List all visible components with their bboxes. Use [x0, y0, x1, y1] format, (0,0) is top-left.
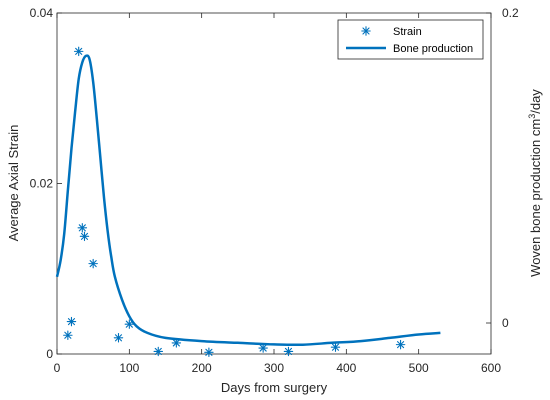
asterisk-stroke [78, 224, 86, 232]
asterisk-stroke [64, 331, 72, 339]
asterisk-stroke [114, 334, 123, 342]
strain-point [77, 223, 88, 233]
legend-box [337, 19, 484, 60]
strain-point [63, 330, 73, 340]
asterisk-stroke [125, 320, 133, 328]
strain-point [73, 46, 84, 57]
strain-point [204, 347, 214, 358]
left-y-tick-label: 0 [46, 347, 53, 361]
asterisk-stroke [331, 343, 340, 351]
strain-point [88, 258, 98, 269]
asterisk-stroke [67, 318, 76, 326]
series-strain-points [63, 46, 406, 358]
legend-label-strain: Strain [393, 26, 422, 38]
asterisk-stroke [89, 260, 97, 268]
strain-point [258, 343, 268, 353]
asterisk-stroke [80, 232, 89, 240]
legend-asterisk [361, 26, 371, 36]
legend: Strain Bone production [337, 19, 484, 60]
legend-label-bone-production: Bone production [393, 43, 473, 55]
x-tick-label: 400 [336, 361, 356, 375]
asterisk-stroke [205, 348, 213, 356]
strain-point [283, 346, 294, 357]
left-y-tick-label: 0.02 [30, 177, 54, 191]
plot-area [56, 12, 492, 355]
legend-marker-strain [361, 26, 371, 36]
x-tick-label: 200 [192, 361, 212, 375]
x-tick-label: 0 [54, 361, 61, 375]
x-axis-ticks: 0 100 200 300 400 500 600 [54, 13, 501, 375]
x-tick-label: 300 [264, 361, 284, 375]
asterisk-stroke [172, 339, 180, 347]
strain-point [171, 338, 182, 348]
asterisk-stroke [397, 341, 405, 349]
strain-point [330, 342, 341, 352]
right-y-axis-label: Woven bone production cm3/day [527, 89, 543, 277]
x-tick-label: 500 [409, 361, 429, 375]
strain-point [113, 333, 124, 343]
x-tick-label: 100 [119, 361, 139, 375]
right-y-tick-label: 0.2 [502, 6, 519, 20]
x-tick-label: 600 [481, 361, 501, 375]
asterisk-stroke [362, 27, 370, 35]
asterisk-stroke [284, 347, 293, 356]
strain-point [395, 339, 406, 350]
strain-point [124, 319, 135, 329]
strain-point [153, 346, 164, 357]
x-axis-label: Days from surgery [221, 380, 328, 395]
left-y-axis-label: Average Axial Strain [6, 125, 21, 242]
asterisk-stroke [154, 347, 162, 356]
left-y-axis-ticks: 0 0.02 0.04 [30, 6, 62, 361]
left-y-tick-label: 0.04 [30, 6, 54, 20]
strain-point [66, 316, 77, 327]
asterisk-stroke [259, 344, 267, 352]
right-y-tick-label: 0 [502, 316, 509, 330]
right-y-axis-ticks: 00.2 [486, 6, 519, 330]
strain-point [79, 231, 90, 242]
series-line-bone-production [55, 54, 441, 347]
asterisk-stroke [75, 47, 83, 55]
